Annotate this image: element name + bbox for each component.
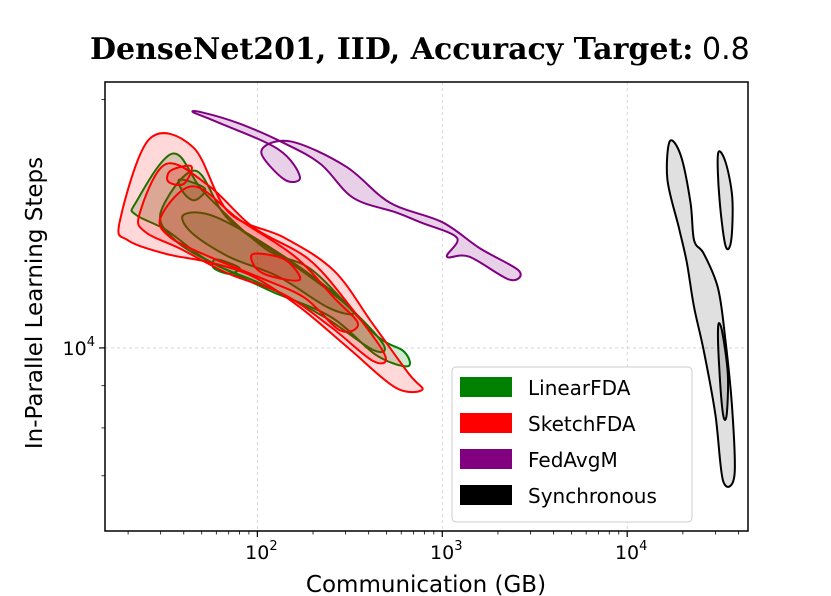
y-axis-label: In-Parallel Learning Steps bbox=[22, 157, 48, 449]
legend-label-synchronous: Synchronous bbox=[528, 484, 657, 508]
legend-swatch-sketchfda bbox=[460, 413, 512, 433]
legend: LinearFDA SketchFDA FedAvgM Synchronous bbox=[451, 366, 693, 523]
legend-swatch-linearfda bbox=[460, 377, 512, 397]
contour-synchronous-2 bbox=[717, 322, 730, 422]
plot-series bbox=[117, 109, 736, 488]
contour-linearfda-2 bbox=[181, 211, 355, 316]
x-tick-label-0: 102 bbox=[245, 539, 277, 564]
contour-sketchfda-3 bbox=[250, 252, 302, 282]
legend-label-linearfda: LinearFDA bbox=[528, 376, 631, 400]
chart-title: DenseNet201, IID, Accuracy Target: bbox=[90, 32, 693, 67]
x-tick-label-2: 104 bbox=[615, 539, 647, 564]
x-tick-label-1: 103 bbox=[430, 539, 462, 564]
legend-label-sketchfda: SketchFDA bbox=[528, 412, 636, 436]
contour-sketchfda-1 bbox=[137, 162, 387, 365]
grid-lines bbox=[105, 82, 748, 531]
series-fedavgm bbox=[191, 109, 522, 282]
contour-synchronous-0 bbox=[665, 139, 736, 488]
plot-frame bbox=[104, 81, 749, 532]
legend-label-fedavgm: FedAvgM bbox=[528, 448, 618, 472]
legend-swatch-synchronous bbox=[460, 485, 512, 505]
contour-fedavgm-0 bbox=[191, 109, 522, 282]
legend-swatch-fedavgm bbox=[460, 449, 512, 469]
contour-sketchfda-4 bbox=[166, 164, 193, 187]
axis-ticks: 102 103 104 104 bbox=[63, 99, 739, 564]
contour-linearfda-3 bbox=[177, 178, 207, 202]
contour-synchronous-1 bbox=[716, 150, 734, 251]
series-synchronous bbox=[665, 139, 736, 488]
x-axis-label: Communication (GB) bbox=[306, 572, 546, 596]
chart-title-value: 0.8 bbox=[702, 32, 750, 67]
contour-sketchfda-2 bbox=[158, 185, 360, 333]
series-sketchfda bbox=[117, 132, 424, 394]
y-tick-label-0: 104 bbox=[63, 335, 95, 360]
legend-box bbox=[451, 366, 693, 523]
